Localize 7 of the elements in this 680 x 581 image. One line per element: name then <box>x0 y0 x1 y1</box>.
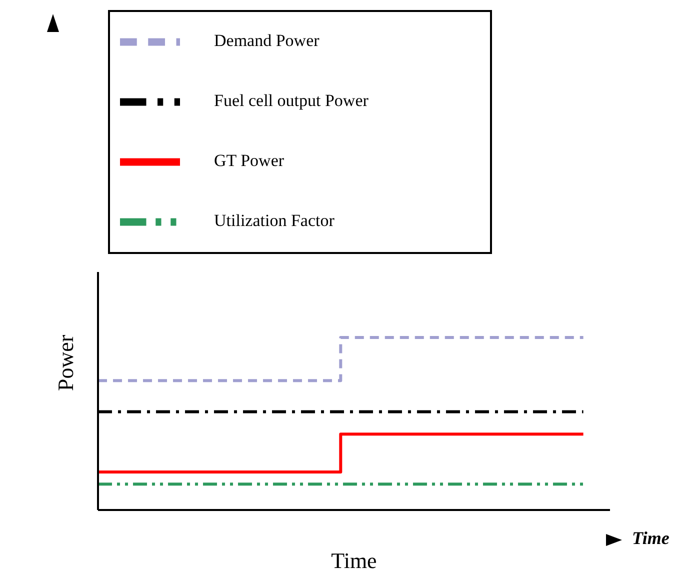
x-axis-title: Time <box>331 548 377 573</box>
text: Time <box>632 528 670 549</box>
legend-label: Fuel cell output Power <box>214 90 368 110</box>
legend-label: GT Power <box>214 150 284 170</box>
legend-label: Utilization Factor <box>214 210 334 230</box>
y-axis-title: Power <box>52 334 78 391</box>
legend-label: Demand Power <box>214 30 320 50</box>
